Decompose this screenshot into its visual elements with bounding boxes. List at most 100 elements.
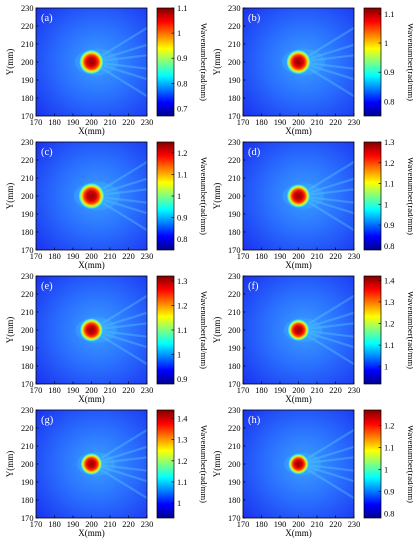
scatter-ray	[90, 61, 147, 98]
panel-label: (c)	[41, 147, 53, 158]
y-tick-label: 210	[228, 308, 241, 317]
heatmap	[36, 8, 147, 116]
scatter-ray	[91, 328, 147, 338]
colorbar-tick-label: 1.2	[384, 159, 394, 168]
y-tick-label: 170	[21, 380, 34, 389]
y-axis-label: Y(mm)	[212, 451, 222, 478]
x-tick-label: 170	[237, 520, 250, 529]
scatter-ray	[91, 60, 147, 81]
x-tick-label: 180	[48, 118, 61, 127]
x-tick-label: 190	[67, 386, 80, 395]
scatter-ray	[297, 160, 354, 197]
x-tick-label: 170	[30, 520, 43, 529]
y-axis-label: Y(mm)	[5, 317, 15, 344]
scatter-ray	[91, 194, 147, 204]
scatter-ray	[297, 463, 354, 500]
y-tick-label: 200	[21, 58, 34, 67]
x-tick-label: 170	[237, 252, 250, 261]
x-tick-label: 210	[311, 386, 324, 395]
colorbar-label: Wavenumber(rad/mm)	[199, 157, 209, 235]
hotspot	[80, 452, 103, 476]
scatter-ray	[298, 43, 354, 64]
y-tick-label: 220	[21, 156, 34, 165]
y-tick-label: 220	[21, 424, 34, 433]
y-tick-label: 200	[228, 192, 241, 201]
colorbar	[156, 7, 175, 117]
x-tick-label: 200	[85, 520, 98, 529]
x-tick-label: 180	[48, 386, 61, 395]
panel-g: (g) 170 180 190 200 210 220 230 170 180 190 200 210 2…	[5, 406, 209, 538]
x-tick-label: 180	[48, 252, 61, 261]
x-tick-label: 230	[348, 252, 361, 261]
colorbar-tick-label: 0.8	[384, 510, 394, 519]
scatter-ray	[298, 194, 354, 215]
y-tick-label: 170	[21, 246, 34, 255]
y-tick-label: 190	[21, 344, 34, 353]
colorbar-tick-label: 1	[384, 363, 388, 372]
colorbar-label: Wavenumber(rad/mm)	[406, 157, 413, 235]
x-tick-label: 190	[67, 252, 80, 261]
colorbar-tick-label: 1.1	[384, 180, 394, 189]
colorbar-tick-label: 1.1	[177, 478, 187, 487]
scatter-ray	[298, 445, 354, 466]
panel-c: (c) 170 180 190 200 210 220 230 170 180 190 200 210 2…	[5, 138, 209, 270]
scatter-ray	[90, 329, 147, 366]
y-tick-label: 180	[21, 496, 34, 505]
y-tick-label: 200	[21, 326, 34, 335]
y-tick-label: 200	[228, 58, 241, 67]
y-tick-label: 180	[228, 94, 241, 103]
colorbar-tick-label: 1.1	[177, 326, 187, 335]
x-tick-label: 200	[85, 252, 98, 261]
x-tick-label: 220	[329, 386, 342, 395]
x-tick-label: 170	[30, 252, 43, 261]
scatter-ray	[297, 294, 354, 331]
colorbar	[363, 141, 382, 251]
x-tick-label: 190	[67, 520, 80, 529]
colorbar-label: Wavenumber(rad/mm)	[199, 291, 209, 369]
heatmap	[243, 276, 354, 384]
scatter-ray	[298, 311, 354, 332]
y-tick-label: 200	[228, 460, 241, 469]
y-tick-label: 170	[21, 514, 34, 523]
colorbar-tick-label: 0.7	[177, 104, 187, 113]
scatter-ray	[298, 328, 354, 338]
y-tick-label: 210	[21, 308, 34, 317]
y-tick-label: 200	[21, 192, 34, 201]
panel-label: (g)	[41, 415, 54, 426]
colorbar-tick-label: 1.2	[177, 301, 187, 310]
y-tick-label: 210	[21, 442, 34, 451]
y-tick-label: 210	[21, 40, 34, 49]
colorbar-tick-label: 0.8	[384, 97, 394, 106]
colorbar-tick-label: 0.8	[177, 79, 187, 88]
x-tick-label: 170	[30, 118, 43, 127]
x-tick-label: 220	[329, 520, 342, 529]
colorbar-label: Wavenumber(rad/mm)	[199, 425, 209, 503]
colorbar-tick-label: 0.9	[177, 214, 187, 223]
heatmap	[36, 276, 147, 384]
colorbar-tick-label: 0.9	[177, 375, 187, 384]
x-tick-label: 230	[141, 252, 154, 261]
x-axis-label: X(mm)	[285, 528, 312, 538]
x-tick-label: 210	[104, 520, 117, 529]
x-tick-label: 220	[122, 386, 135, 395]
heatmap	[243, 410, 354, 518]
scatter-ray	[91, 445, 147, 466]
y-tick-label: 190	[228, 76, 241, 85]
scatter-ray	[298, 194, 354, 204]
x-tick-label: 180	[255, 520, 268, 529]
colorbar-label: Wavenumber(rad/mm)	[406, 291, 413, 369]
y-tick-label: 190	[228, 344, 241, 353]
colorbar-tick-label: 1.2	[177, 457, 187, 466]
colorbar	[363, 409, 382, 519]
x-tick-label: 180	[255, 118, 268, 127]
x-tick-label: 200	[85, 386, 98, 395]
hotspot	[78, 49, 105, 75]
y-tick-label: 180	[21, 362, 34, 371]
y-tick-label: 220	[228, 424, 241, 433]
y-tick-label: 170	[228, 246, 241, 255]
scatter-ray	[90, 160, 147, 197]
x-tick-label: 170	[237, 118, 250, 127]
x-tick-label: 200	[292, 118, 305, 127]
x-tick-label: 170	[30, 386, 43, 395]
colorbar-tick-label: 1	[384, 200, 388, 209]
